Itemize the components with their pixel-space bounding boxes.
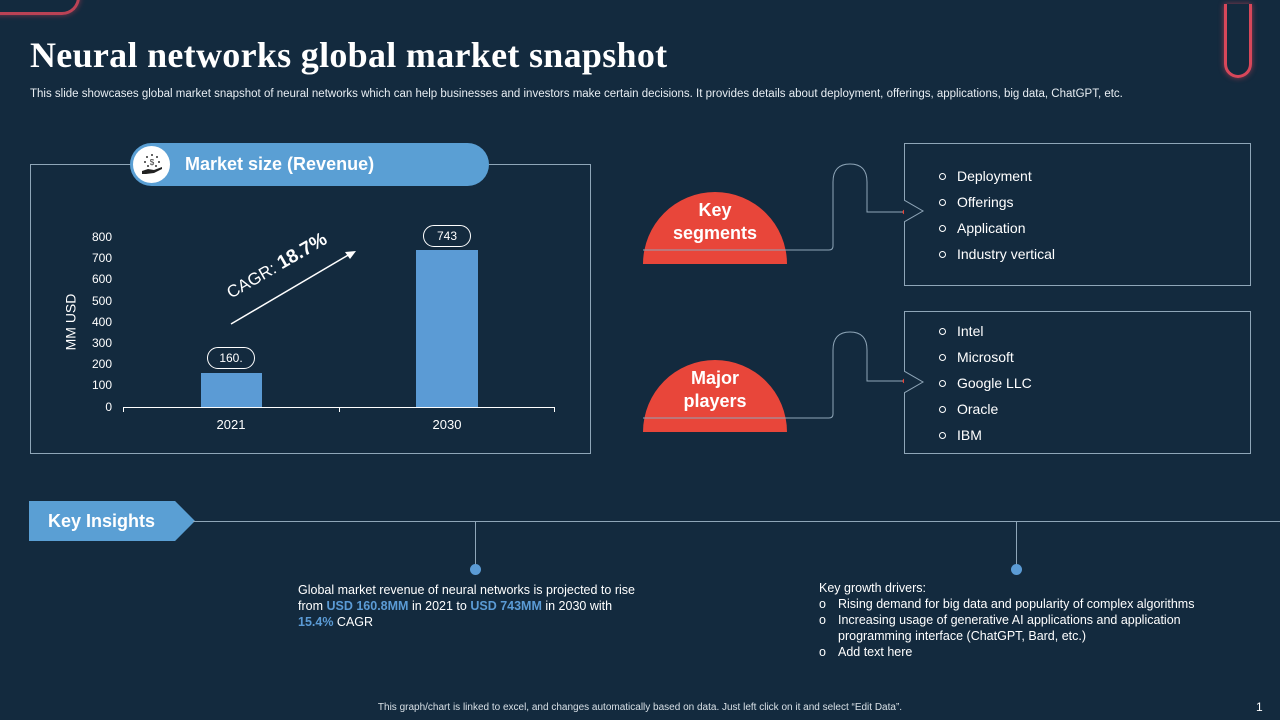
list-item: o Rising demand for big data and populari… — [819, 597, 1195, 611]
key-insights-tag — [29, 501, 195, 541]
footer-note: This graph/chart is linked to excel, and… — [377, 702, 903, 713]
bullet-icon — [939, 405, 946, 413]
list-item: Microsoft — [939, 344, 1032, 370]
growth-drivers-heading: Key growth drivers: — [819, 581, 926, 595]
y-tick: 600 — [91, 272, 112, 286]
y-tick: 200 — [91, 357, 112, 371]
x-category-2030: 2030 — [432, 417, 462, 432]
page-number: 1 — [1256, 700, 1263, 714]
list-item: o Add text here — [819, 645, 913, 659]
bullet-icon — [939, 224, 946, 232]
bullet-icon — [939, 172, 946, 180]
pointer-notch — [904, 200, 924, 222]
y-tick: 0 — [105, 400, 112, 414]
bullet-icon: o — [819, 645, 826, 659]
svg-text:$: $ — [149, 158, 154, 167]
pointer-notch — [904, 371, 924, 393]
decorative-neon-corner — [0, 0, 80, 15]
x-axis-tick — [339, 407, 340, 412]
bullet-icon: o — [819, 613, 826, 627]
x-category-2021: 2021 — [216, 417, 246, 432]
bullet-icon: o — [819, 597, 826, 611]
market-size-title: Market size (Revenue) — [185, 154, 375, 174]
list-item: Oracle — [939, 396, 1032, 422]
y-tick: 700 — [91, 251, 112, 265]
list-item: IBM — [939, 422, 1032, 448]
y-axis-label: MM USD — [62, 293, 79, 351]
page-subtitle: This slide showcases global market snaps… — [30, 88, 1123, 100]
key-segments-label: Key segments — [672, 200, 758, 243]
major-players-list: Intel Microsoft Google LLC Oracle IBM — [904, 311, 1251, 454]
timeline-connector — [1016, 521, 1017, 566]
timeline-dot — [1011, 564, 1022, 575]
market-size-header — [130, 143, 489, 186]
decorative-neon-hook — [1224, 4, 1252, 78]
list-item: Deployment — [939, 163, 1055, 189]
money-hand-icon: $ — [133, 146, 170, 183]
page-title: Neural networks global market snapshot — [30, 35, 668, 75]
timeline-connector — [475, 521, 476, 566]
bullet-icon — [939, 327, 946, 335]
bullet-icon — [939, 379, 946, 387]
bullet-icon — [939, 353, 946, 361]
list-item: Application — [939, 215, 1055, 241]
key-insights-label: Key Insights — [48, 511, 156, 531]
major-players-label: Major players — [683, 368, 747, 411]
data-label-2021: 160. — [207, 347, 255, 369]
bullet-icon — [939, 250, 946, 258]
y-tick: 500 — [91, 294, 112, 308]
insight-revenue: Global market revenue of neural networks… — [298, 583, 635, 629]
key-segments-list: Deployment Offerings Application Industr… — [904, 143, 1251, 286]
bullet-icon — [939, 198, 946, 206]
bar-2021[interactable] — [201, 373, 262, 407]
list-item: Offerings — [939, 189, 1055, 215]
list-item: Google LLC — [939, 370, 1032, 396]
y-tick: 100 — [91, 378, 112, 392]
list-item: Industry vertical — [939, 241, 1055, 267]
major-players-connector — [643, 331, 908, 419]
cagr-arrow-icon — [230, 251, 356, 325]
key-insights-timeline — [193, 521, 1280, 522]
x-axis-tick — [123, 407, 124, 412]
bar-2030[interactable] — [416, 250, 478, 407]
list-item: Intel — [939, 318, 1032, 344]
key-segments-connector — [643, 163, 908, 251]
list-item: o Increasing usage of generative AI appli… — [819, 613, 1181, 643]
timeline-dot — [470, 564, 481, 575]
bullet-icon — [939, 431, 946, 439]
y-tick: 300 — [91, 336, 112, 350]
y-tick: 400 — [91, 315, 112, 329]
y-tick: 800 — [91, 230, 112, 244]
x-axis-tick — [554, 407, 555, 412]
data-label-2030: 743 — [423, 225, 471, 247]
insight-growth-drivers: Key growth drivers: o Rising demand for b… — [819, 580, 1219, 660]
